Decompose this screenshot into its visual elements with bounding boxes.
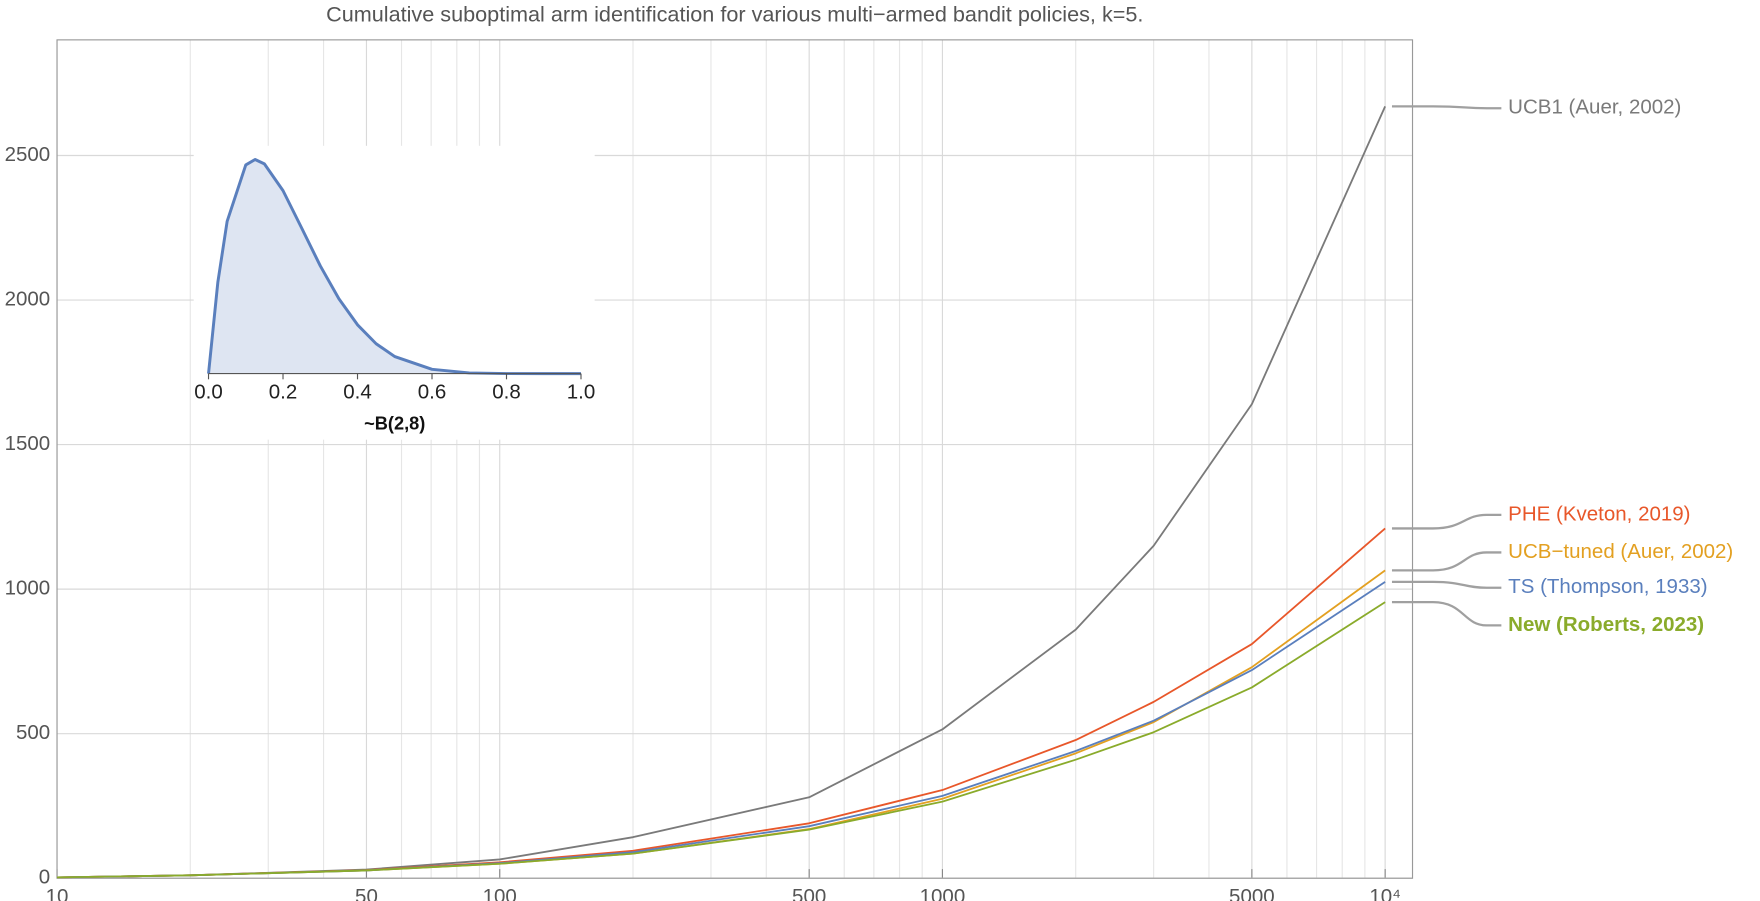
x-tick-label: 500 (792, 885, 826, 901)
inset-x-label: ~B(2,8) (364, 414, 425, 434)
inset-x-tick-label: 0.2 (269, 380, 298, 403)
chart-title: Cumulative suboptimal arm identification… (326, 2, 1143, 27)
label-leader (1391, 601, 1502, 627)
series-line (57, 601, 1386, 879)
inset-x-tick-label: 0.0 (194, 380, 223, 403)
series-label: UCB−tuned (Auer, 2002) (1508, 540, 1733, 563)
x-tick-label: 5000 (1229, 885, 1275, 901)
inset-x-tick-label: 0.4 (343, 380, 372, 403)
series-label: TS (Thompson, 1933) (1508, 575, 1707, 598)
y-tick-label: 1000 (5, 577, 51, 600)
inset-x-tick-label: 0.8 (492, 380, 521, 403)
inset-area (208, 159, 581, 374)
x-tick-label: 10⁴ (1369, 885, 1401, 901)
label-leader (1391, 513, 1502, 530)
y-tick-label: 2500 (5, 143, 51, 166)
plot-frame (56, 39, 1414, 879)
series-label: New (Roberts, 2023) (1508, 613, 1704, 636)
y-tick-label: 0 (39, 866, 50, 889)
x-tick-label: 10 (46, 885, 69, 901)
inset-x-tick-label: 0.6 (418, 380, 447, 403)
series-line (57, 581, 1386, 879)
series-label: PHE (Kveton, 2019) (1508, 502, 1690, 525)
y-tick-label: 500 (16, 721, 50, 744)
x-tick-label: 100 (483, 885, 517, 901)
y-tick-label: 1500 (5, 432, 51, 455)
label-leader (1391, 105, 1502, 110)
series-line (57, 527, 1386, 879)
y-tick-label: 2000 (5, 287, 51, 310)
series-line (57, 569, 1386, 879)
inset-background (193, 145, 595, 440)
label-leader (1391, 580, 1502, 589)
series-label: UCB1 (Auer, 2002) (1508, 96, 1681, 119)
inset-x-tick-label: 1.0 (567, 380, 595, 403)
label-leader (1391, 551, 1502, 572)
x-tick-label: 1000 (920, 885, 966, 901)
x-tick-label: 50 (355, 885, 378, 901)
